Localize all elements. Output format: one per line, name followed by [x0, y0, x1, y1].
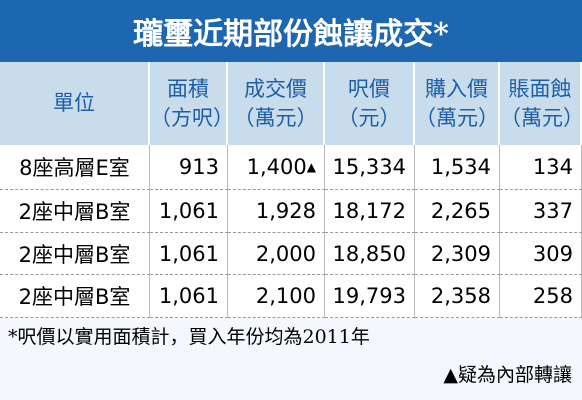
text: 成交價: [244, 77, 307, 102]
flag: ▲: [306, 160, 316, 174]
text: 19,793: [332, 284, 406, 308]
text: （萬元）: [233, 105, 318, 130]
text: 購入價: [425, 77, 488, 102]
text: （方呎）: [150, 105, 234, 130]
table-cell: 1,534: [415, 145, 500, 190]
footnote: *呎價以實用面積計，買入年份均為2011年: [8, 326, 370, 348]
table-cell: 1,061: [150, 275, 228, 318]
text: 258: [532, 284, 573, 308]
table-cell: 2座中層B室: [0, 275, 150, 318]
table-cell: 18,172: [325, 190, 415, 233]
table-cell: 309: [500, 233, 582, 275]
table-cell: 8座高層E室: [0, 145, 150, 190]
table-cell: 2,309: [415, 233, 500, 275]
table-cell: 18,850: [325, 233, 415, 275]
text: 2,100: [255, 284, 316, 308]
text: 18,850: [332, 241, 406, 266]
table-cell: 19,793: [325, 275, 415, 318]
table-cell: 2,100: [228, 275, 325, 318]
text: 1,061: [158, 284, 219, 308]
text: 面積: [167, 77, 209, 102]
footnote: ▲疑為內部轉讓: [443, 364, 572, 386]
header-cell: 購入價 （萬元）: [415, 62, 500, 145]
footnotes: *呎價以實用面積計，買入年份均為2011年 ▲疑為內部轉讓: [0, 318, 582, 400]
table-cell: 134: [500, 145, 582, 190]
table-cell: 1,400 ▲: [228, 145, 325, 190]
text: 2,000: [255, 241, 316, 266]
table-cell: 1,061: [150, 233, 228, 275]
text: 134: [532, 155, 573, 179]
table-cell: 2,265: [415, 190, 500, 233]
table-cell: 258: [500, 275, 582, 318]
text: 2,358: [430, 284, 491, 308]
table-cell: 2座中層B室: [0, 190, 150, 233]
text: （萬元）: [415, 105, 499, 130]
text: 15,334: [332, 155, 406, 179]
text: 18,172: [332, 199, 406, 223]
text: 2,309: [430, 241, 491, 266]
table-cell: 15,334: [325, 145, 415, 190]
table-cell: 1,928: [228, 190, 325, 233]
text: 2座中層B室: [18, 200, 131, 224]
table-cell: 1,061: [150, 190, 228, 233]
text: 309: [532, 241, 573, 266]
text: 賬面蝕: [508, 77, 572, 102]
text: 1,400: [246, 155, 307, 179]
text: 單位: [53, 91, 95, 116]
header-cell: 成交價 （萬元）: [228, 62, 325, 145]
title: 瓏璽近期部份蝕讓成交*: [0, 0, 582, 62]
table-cell: 2,358: [415, 275, 500, 318]
text: 1,928: [255, 199, 316, 223]
table-cell: 337: [500, 190, 582, 233]
text: 8座高層E室: [19, 156, 130, 180]
header-cell: 呎價 （元）: [325, 62, 415, 145]
text: 呎價: [348, 77, 390, 102]
text: 2座中層B室: [18, 285, 131, 309]
text: 2,265: [430, 199, 491, 223]
text: 1,534: [430, 155, 491, 179]
text: 1,061: [158, 241, 219, 266]
text: 2座中層B室: [18, 242, 131, 267]
table-cell: 2座中層B室: [0, 233, 150, 275]
header-cell: 賬面蝕 （萬元）: [500, 62, 582, 145]
header-cell: 面積 （方呎）: [150, 62, 234, 145]
header-cell: 單位: [0, 62, 150, 145]
text: （萬元）: [500, 105, 582, 130]
text: 337: [532, 199, 573, 223]
text: 1,061: [158, 199, 219, 223]
text: （元）: [337, 105, 401, 130]
table-cell: 913: [150, 145, 228, 190]
table-cell: 2,000: [228, 233, 325, 275]
text: 913: [178, 155, 219, 179]
